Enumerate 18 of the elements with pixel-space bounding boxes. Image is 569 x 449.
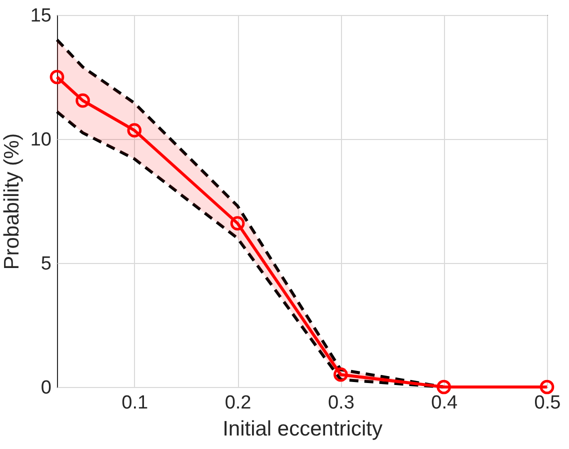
x-tick-label: 0.3 (328, 392, 354, 414)
y-tick-label: 10 (30, 130, 52, 150)
point (334, 367, 348, 382)
x-tick-label: 0.5 (534, 392, 561, 414)
y-axis-title: Probability (%) (0, 133, 24, 270)
x-tick-label: 0.4 (431, 392, 458, 414)
y-tick-label: 15 (30, 6, 52, 26)
y-tick-label: 0 (40, 378, 52, 398)
x-tick-label: 0.1 (122, 392, 148, 414)
point (436, 380, 452, 394)
point (76, 93, 90, 108)
point (127, 123, 142, 138)
point (230, 216, 245, 230)
x-axis-title: Initial eccentricity (222, 418, 383, 440)
point (50, 70, 64, 84)
x-tick-label: 0.2 (224, 392, 252, 414)
y-tick-label: 5 (40, 254, 52, 274)
point (540, 380, 554, 394)
